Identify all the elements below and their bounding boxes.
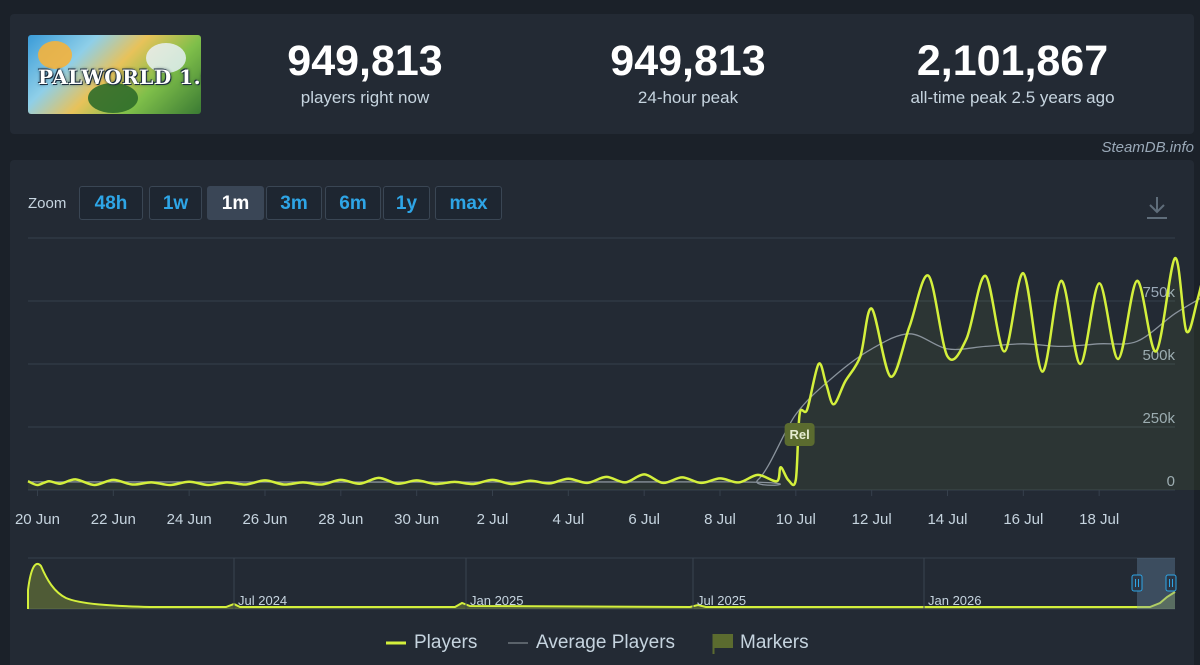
navigator-content: Jul 2024 Jan 2025 Jul 2025 Jan 2026 <box>27 557 1177 610</box>
zoom-1w-button[interactable]: 1w <box>149 186 202 220</box>
zoom-max-button[interactable]: max <box>435 186 502 220</box>
navigator-handle <box>1165 574 1177 592</box>
players-line-icon <box>386 641 406 645</box>
logo-title: PALWORLD 1.0 <box>38 65 201 89</box>
logo-art <box>146 43 186 73</box>
zoom-3m-button[interactable]: 3m <box>266 186 322 220</box>
navigator-area <box>28 563 1175 609</box>
stat-label: all-time peak 2.5 years ago <box>910 88 1115 107</box>
navigator-label: Jan 2026 <box>928 593 982 608</box>
legend-label: Players <box>414 632 478 653</box>
zoom-1y-button[interactable]: 1y <box>383 186 430 220</box>
stat-value: 949,813 <box>287 37 443 85</box>
navigator-label: Jul 2025 <box>697 593 746 608</box>
stat-24h-peak: 949,813 24-hour peak <box>578 36 798 108</box>
logo-art <box>38 41 72 69</box>
legend-players[interactable]: Players <box>386 632 477 654</box>
zoom-48h-button[interactable]: 48h <box>79 186 143 220</box>
zoom-label: Zoom <box>28 195 67 212</box>
stat-value: 949,813 <box>610 37 766 85</box>
stat-label: players right now <box>300 88 430 107</box>
navigator-handle <box>1131 574 1143 592</box>
legend-average[interactable]: Average Players <box>508 632 675 654</box>
legend-label: Average Players <box>536 632 676 653</box>
navigator-label: Jan 2025 <box>470 593 524 608</box>
flag-icon <box>712 634 733 654</box>
steamdb-credit[interactable]: SteamDB.info <box>1101 139 1194 156</box>
logo-art <box>88 83 138 113</box>
game-logo[interactable]: PALWORLD 1.0 <box>28 35 201 114</box>
stat-label: 24-hour peak <box>637 88 739 107</box>
navigator-label: Jul 2024 <box>238 593 287 608</box>
download-icon[interactable] <box>1145 194 1169 222</box>
navigator-line <box>27 562 1176 609</box>
average-line-icon <box>508 642 528 644</box>
stats-header: PALWORLD 1.0 949,813 players right now 9… <box>10 14 1194 134</box>
legend-label: Markers <box>740 632 809 653</box>
legend-markers[interactable]: Markers <box>712 632 809 654</box>
zoom-1m-button[interactable]: 1m <box>207 186 264 220</box>
stat-all-time-peak: 2,101,867 all-time peak 2.5 years ago <box>890 36 1135 108</box>
zoom-6m-button[interactable]: 6m <box>325 186 381 220</box>
stat-players-now: 949,813 players right now <box>265 36 465 108</box>
stat-value: 2,101,867 <box>916 37 1109 85</box>
